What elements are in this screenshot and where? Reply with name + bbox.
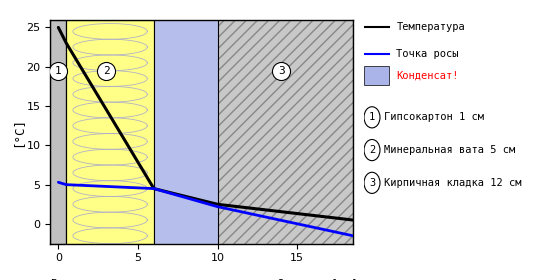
Text: Внутри: Внутри — [50, 279, 91, 280]
Text: 3: 3 — [278, 66, 284, 76]
Text: Снаружи [см]: Снаружи [см] — [277, 279, 358, 280]
Text: 2: 2 — [369, 145, 375, 155]
Text: Конденсат!: Конденсат! — [396, 70, 459, 80]
Text: 1: 1 — [369, 112, 375, 122]
Text: Минеральная вата 5 см: Минеральная вата 5 см — [384, 145, 516, 155]
Text: Точка росы: Точка росы — [396, 49, 459, 59]
Circle shape — [364, 139, 380, 161]
Bar — [364, 66, 389, 85]
Text: Гипсокартон 1 см: Гипсокартон 1 см — [384, 112, 484, 122]
Circle shape — [364, 107, 380, 128]
Text: 3: 3 — [369, 178, 375, 188]
Bar — [154, 20, 217, 244]
Bar — [50, 20, 66, 244]
Bar — [66, 20, 154, 244]
Text: Кирпичная кладка 12 см: Кирпичная кладка 12 см — [384, 178, 522, 188]
Bar — [217, 20, 353, 244]
Text: Температура: Температура — [396, 22, 465, 32]
Text: 2: 2 — [102, 66, 110, 76]
Text: 1: 1 — [55, 66, 62, 76]
Y-axis label: [°С]: [°С] — [11, 116, 24, 147]
Circle shape — [364, 172, 380, 193]
